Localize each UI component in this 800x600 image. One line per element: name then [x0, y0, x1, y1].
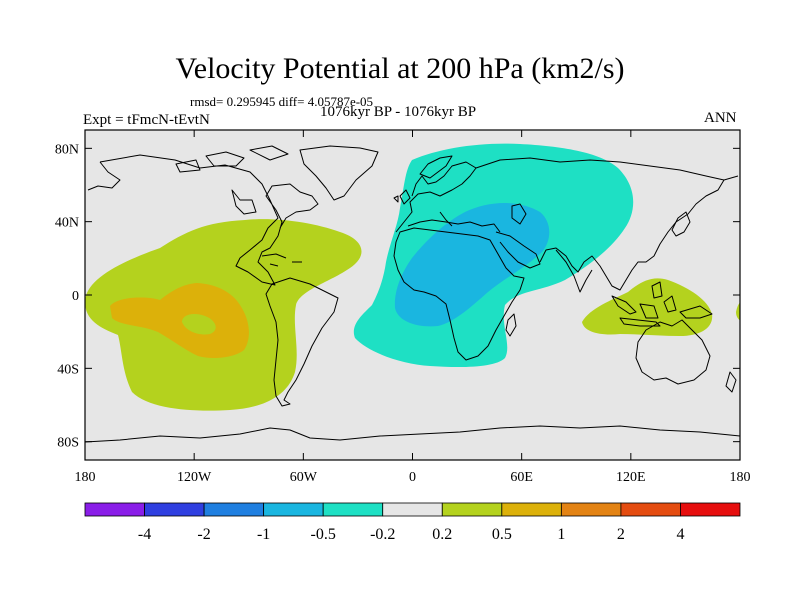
- india-coast: [555, 249, 593, 293]
- colorbar-swatch: [680, 502, 741, 517]
- colorbar-label: -0.2: [370, 526, 395, 543]
- africa-coast: [393, 227, 525, 361]
- contour-fill-layer: [85, 143, 740, 411]
- colorbar-label: -1: [257, 526, 270, 543]
- map-title: Velocity Potential at 200 hPa (km2/s): [175, 52, 625, 85]
- coastlines: [85, 145, 740, 443]
- x-tick-label: 120E: [616, 470, 646, 485]
- hudson-bay-coast: [231, 189, 257, 215]
- colorbar-swatch: [382, 502, 443, 517]
- europe-coast: [395, 161, 477, 233]
- x-tick-label: 180: [730, 470, 751, 485]
- colorbar: -4 -2 -1 -0.5 -0.2 0.2 0.5 1 2 4: [84, 502, 741, 543]
- experiment-label: Expt = tFmcN-tEvtN: [83, 112, 210, 128]
- new-zealand-coast: [725, 371, 737, 393]
- colorbar-swatch: [263, 502, 324, 517]
- dateline-positive-sliver: [736, 302, 740, 321]
- scandinavia-coast: [419, 155, 453, 179]
- colorbar-swatch: [560, 502, 622, 517]
- axis-ticks: 180 120W 60W 0 60E 120E 180 80N 40N 0 40S 80S: [55, 130, 751, 485]
- x-tick-label: 60W: [290, 470, 318, 485]
- greenland-coast: [299, 145, 379, 201]
- north-america-coast: [99, 154, 319, 286]
- x-tick-label: 180: [75, 470, 96, 485]
- arabia-coast: [495, 231, 541, 269]
- caribbean-islands: [261, 253, 302, 267]
- british-isles: [393, 189, 411, 205]
- colorbar-label: 4: [676, 526, 684, 543]
- alaska-coast: [87, 161, 121, 191]
- colorbar-label: 0.2: [432, 526, 452, 543]
- colorbar-label: 0.5: [492, 526, 512, 543]
- madagascar-coast: [505, 313, 517, 337]
- colorbar-label: -4: [138, 526, 151, 543]
- colorbar-swatch: [620, 502, 681, 517]
- asia-northern-coast: [475, 157, 739, 181]
- rmsd-diff-stats: rmsd= 0.295945 diff= 4.05787e-05: [190, 94, 374, 109]
- colorbar-label: -0.5: [311, 526, 336, 543]
- colorbar-swatch: [203, 502, 265, 517]
- australia-coast: [635, 319, 711, 385]
- colorbar-swatch: [84, 502, 145, 517]
- colorbar-label: 1: [557, 526, 565, 543]
- y-tick-label: 40S: [57, 362, 79, 377]
- indonesia-islands: [611, 281, 713, 327]
- x-tick-label: 120W: [177, 470, 212, 485]
- colorbar-swatch: [441, 502, 503, 517]
- season-label: ANN: [704, 110, 737, 126]
- south-america-coast: [265, 277, 339, 407]
- y-tick-label: 0: [72, 289, 79, 304]
- asia-eastern-coast: [539, 179, 725, 291]
- x-tick-label: 60E: [510, 470, 533, 485]
- colorbar-label: -2: [197, 526, 210, 543]
- colorbar-label: 2: [617, 526, 625, 543]
- y-tick-label: 40N: [55, 216, 79, 231]
- japan-coast: [671, 211, 691, 237]
- canadian-arctic-islands: [175, 145, 289, 173]
- x-tick-label: 0: [409, 470, 416, 485]
- colorbar-swatch: [322, 502, 384, 517]
- caspian-coast: [511, 203, 527, 225]
- colorbar-swatch: [501, 502, 562, 517]
- antarctica-coast: [85, 425, 740, 443]
- colorbar-swatch: [144, 502, 205, 517]
- pacific-strong-positive-region: [110, 283, 249, 358]
- y-tick-label: 80S: [57, 436, 79, 451]
- mediterranean-coast: [407, 211, 501, 233]
- period-label: 1076kyr BP - 1076kyr BP: [320, 104, 477, 120]
- y-tick-label: 80N: [55, 142, 79, 157]
